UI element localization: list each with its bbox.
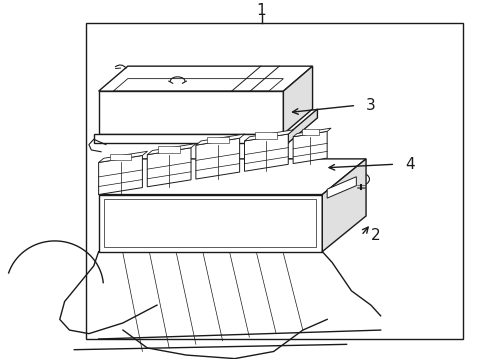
Text: 4: 4 [404, 157, 414, 172]
Polygon shape [147, 144, 196, 155]
Polygon shape [99, 91, 283, 134]
Bar [146, 172, 150, 179]
Bar [280, 160, 288, 167]
Circle shape [352, 173, 369, 185]
Polygon shape [244, 130, 293, 141]
Polygon shape [99, 66, 312, 91]
Polygon shape [244, 134, 287, 171]
Bar [158, 146, 180, 153]
Polygon shape [99, 156, 142, 194]
Bar [86, 23, 462, 339]
Bar [301, 129, 318, 135]
Polygon shape [99, 151, 147, 162]
Bar [149, 160, 162, 179]
Bar [292, 158, 304, 177]
Bar [94, 134, 287, 143]
Bar [137, 162, 145, 169]
Polygon shape [196, 138, 239, 179]
Text: 2: 2 [370, 228, 380, 243]
Bar [307, 158, 319, 177]
Bar [109, 154, 131, 160]
Bar [265, 160, 274, 167]
Bar [151, 162, 160, 169]
Bar [137, 170, 145, 177]
Bar [135, 160, 147, 179]
Bar [265, 169, 274, 176]
Polygon shape [99, 194, 322, 252]
Bar [308, 160, 317, 167]
Bar [278, 158, 289, 177]
Bar [308, 169, 317, 176]
Polygon shape [322, 159, 366, 252]
Bar [280, 169, 288, 176]
Polygon shape [147, 148, 191, 187]
Polygon shape [196, 134, 244, 145]
Polygon shape [292, 131, 326, 163]
Polygon shape [292, 128, 330, 137]
Polygon shape [287, 109, 317, 143]
Text: 3: 3 [366, 98, 375, 113]
Bar [294, 169, 303, 176]
Bar [264, 158, 275, 177]
Circle shape [356, 176, 365, 183]
Polygon shape [283, 66, 312, 134]
Bar [294, 160, 303, 167]
Bar [255, 132, 277, 139]
Polygon shape [99, 159, 366, 194]
Bar [151, 170, 160, 177]
Text: 1: 1 [256, 3, 266, 18]
Bar [206, 137, 228, 143]
Polygon shape [326, 177, 356, 198]
